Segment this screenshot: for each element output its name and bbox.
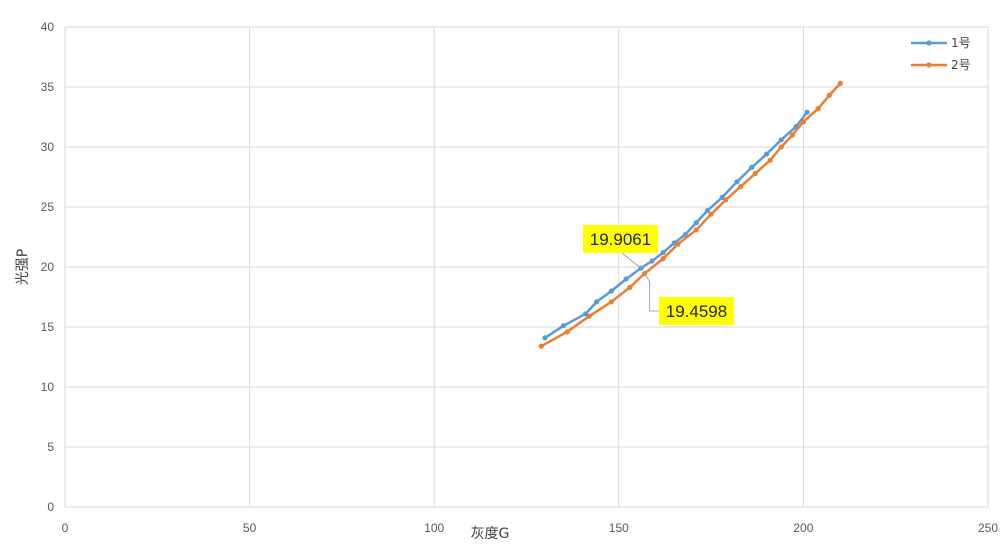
data-point[interactable] — [752, 170, 759, 176]
y-tick-labels: 0 5 10 15 20 25 30 35 40 — [41, 20, 55, 514]
y-axis-title: 光强P — [15, 249, 31, 285]
data-point[interactable] — [789, 132, 795, 138]
data-point[interactable] — [719, 194, 725, 200]
y-tick-label: 40 — [41, 20, 55, 34]
x-tick-label: 100 — [424, 521, 444, 535]
data-point[interactable] — [763, 151, 770, 157]
data-point[interactable] — [826, 92, 832, 98]
data-point[interactable] — [623, 276, 629, 282]
legend[interactable]: 1号 2号 — [911, 36, 971, 72]
data-point[interactable] — [564, 329, 570, 335]
data-point[interactable] — [693, 220, 699, 226]
callout-label: 19.9061 — [590, 230, 651, 249]
data-point[interactable] — [660, 256, 666, 262]
data-point[interactable] — [660, 250, 666, 256]
legend-item-1[interactable]: 1号 — [911, 36, 971, 50]
x-tick-label: 50 — [243, 521, 257, 535]
callout-box — [659, 297, 734, 325]
series-1 — [542, 109, 810, 341]
data-point[interactable] — [767, 157, 773, 163]
data-point[interactable] — [749, 164, 755, 170]
data-point[interactable] — [542, 335, 548, 341]
data-point[interactable] — [649, 258, 655, 264]
data-point[interactable] — [627, 284, 633, 290]
data-point[interactable] — [778, 144, 784, 150]
callout-1: 19.9061 — [583, 225, 658, 269]
callout-label: 19.4598 — [666, 302, 727, 321]
data-point[interactable] — [675, 241, 681, 247]
data-point[interactable] — [586, 313, 592, 319]
y-tick-label: 30 — [41, 140, 55, 154]
series-line — [540, 82, 842, 348]
data-point[interactable] — [723, 197, 729, 203]
data-point[interactable] — [804, 109, 810, 115]
grid-lines — [64, 26, 989, 508]
legend-label: 1号 — [951, 36, 971, 50]
y-tick-label: 20 — [41, 260, 55, 274]
data-point[interactable] — [560, 323, 567, 329]
data-point[interactable] — [582, 311, 589, 317]
legend-swatch-marker — [926, 62, 932, 68]
callout-leader-line — [644, 273, 659, 312]
data-point[interactable] — [815, 106, 821, 112]
legend-label: 2号 — [951, 58, 971, 72]
x-tick-labels: 0 50 100 150 200 250 — [62, 521, 999, 535]
data-point[interactable] — [693, 227, 699, 233]
x-axis-title: 灰度G — [471, 526, 510, 542]
data-point[interactable] — [704, 208, 711, 214]
data-point[interactable] — [608, 288, 615, 294]
data-point[interactable] — [778, 137, 784, 143]
y-tick-label: 35 — [41, 80, 55, 94]
legend-swatch-marker — [926, 40, 932, 46]
data-point[interactable] — [594, 299, 600, 305]
y-tick-label: 25 — [41, 200, 55, 214]
callout-2: 19.4598 — [644, 273, 734, 325]
callout-box — [583, 225, 658, 253]
data-point[interactable] — [708, 211, 714, 217]
data-point[interactable] — [837, 80, 843, 86]
data-point[interactable] — [738, 184, 744, 190]
series-line — [544, 111, 809, 339]
legend-item-2[interactable]: 2号 — [911, 58, 971, 72]
callout-leader-line — [621, 252, 642, 269]
x-tick-label: 150 — [609, 521, 629, 535]
y-tick-label: 0 — [47, 500, 54, 514]
x-tick-label: 0 — [62, 521, 69, 535]
data-point[interactable] — [800, 119, 807, 125]
data-callouts: 19.9061 19.4598 — [583, 225, 734, 325]
x-tick-label: 200 — [793, 521, 813, 535]
y-tick-label: 5 — [47, 440, 54, 454]
data-point[interactable] — [538, 343, 544, 349]
y-tick-label: 15 — [41, 320, 55, 334]
x-tick-label: 250 — [978, 521, 998, 535]
data-point[interactable] — [608, 299, 615, 305]
y-tick-label: 10 — [41, 380, 55, 394]
data-point[interactable] — [734, 179, 740, 185]
